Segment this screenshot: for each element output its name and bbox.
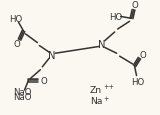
Text: N: N (98, 39, 106, 49)
Text: O: O (41, 76, 48, 85)
Text: HO: HO (131, 77, 144, 86)
Text: NaO: NaO (13, 93, 32, 101)
Text: HO: HO (109, 13, 122, 22)
Text: NaO: NaO (13, 87, 32, 96)
Text: HO: HO (9, 15, 22, 24)
Text: Na: Na (90, 96, 102, 105)
Text: ++: ++ (103, 83, 114, 89)
Text: +: + (103, 95, 108, 101)
Text: O: O (139, 50, 146, 59)
Text: Zn: Zn (90, 85, 102, 94)
Text: N: N (48, 51, 56, 61)
Text: O: O (13, 40, 20, 49)
Text: O: O (131, 1, 138, 10)
